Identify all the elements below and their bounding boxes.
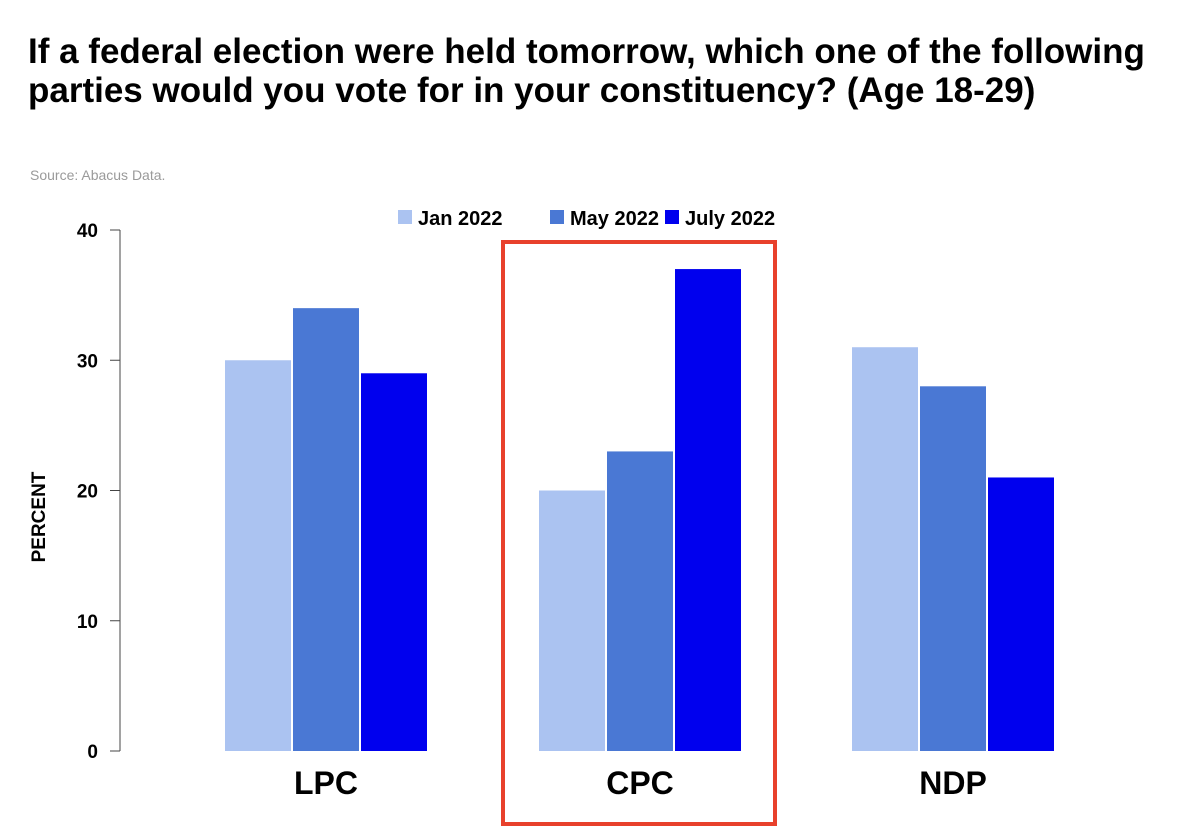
bar-cpc-may-2022 <box>607 451 673 751</box>
legend-label: July 2022 <box>685 208 775 230</box>
x-axis-categories: LPC CPC NDP <box>294 765 987 801</box>
legend-swatch <box>550 210 564 224</box>
bars <box>225 269 1054 751</box>
legend-swatch <box>665 210 679 224</box>
bar-ndp-jan-2022 <box>852 347 918 751</box>
y-tick-label: 0 <box>87 742 98 763</box>
x-category-label: CPC <box>606 765 674 801</box>
chart-title: If a federal election were held tomorrow… <box>28 32 1145 110</box>
legend-label: May 2022 <box>570 208 659 230</box>
legend: Jan 2022 May 2022 July 2022 <box>398 208 775 230</box>
y-axis-label: PERCENT <box>29 471 50 562</box>
x-category-label: LPC <box>294 765 358 801</box>
highlight-box <box>501 240 777 826</box>
bar-ndp-may-2022 <box>920 386 986 751</box>
x-category-label: NDP <box>919 765 987 801</box>
bar-lpc-july-2022 <box>361 373 427 751</box>
y-tick-label: 40 <box>77 221 98 242</box>
bar-lpc-may-2022 <box>293 308 359 751</box>
bar-cpc-july-2022 <box>675 269 741 751</box>
bar-ndp-july-2022 <box>988 477 1054 751</box>
legend-label: Jan 2022 <box>418 208 503 230</box>
y-tick-label: 30 <box>77 351 98 372</box>
bar-lpc-jan-2022 <box>225 360 291 751</box>
y-tick-label: 10 <box>77 612 98 633</box>
bar-cpc-jan-2022 <box>539 490 605 751</box>
chart-source: Source: Abacus Data. <box>30 167 166 183</box>
legend-swatch <box>398 210 412 224</box>
y-axis: 0 10 20 30 40 <box>77 221 121 763</box>
y-tick-label: 20 <box>77 482 98 503</box>
